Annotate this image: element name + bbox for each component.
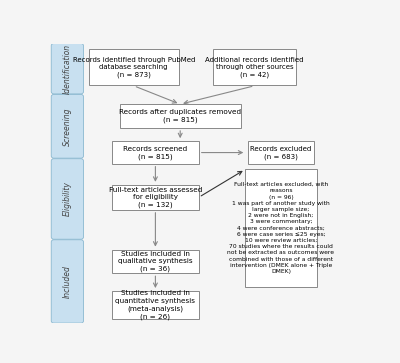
FancyBboxPatch shape bbox=[112, 142, 199, 164]
FancyBboxPatch shape bbox=[112, 250, 199, 273]
FancyBboxPatch shape bbox=[51, 44, 84, 94]
Text: Studies included in
qualitative synthesis
(n = 36): Studies included in qualitative synthesi… bbox=[118, 251, 193, 272]
Text: Screening: Screening bbox=[63, 107, 72, 146]
Text: Records after duplicates removed
(n = 815): Records after duplicates removed (n = 81… bbox=[119, 109, 241, 123]
Text: Eligibility: Eligibility bbox=[63, 182, 72, 216]
FancyBboxPatch shape bbox=[213, 49, 296, 85]
FancyBboxPatch shape bbox=[112, 291, 199, 319]
FancyBboxPatch shape bbox=[248, 142, 314, 164]
Text: Full-text articles assessed
for eligibility
(n = 132): Full-text articles assessed for eligibil… bbox=[109, 187, 202, 208]
FancyBboxPatch shape bbox=[51, 159, 84, 239]
FancyBboxPatch shape bbox=[89, 49, 179, 85]
FancyBboxPatch shape bbox=[112, 185, 199, 210]
Text: Additional records identified
through other sources
(n = 42): Additional records identified through ot… bbox=[205, 57, 304, 78]
FancyBboxPatch shape bbox=[120, 104, 241, 128]
FancyBboxPatch shape bbox=[51, 240, 84, 323]
FancyBboxPatch shape bbox=[245, 169, 317, 287]
Text: Studies included in
quantitative synthesis
(meta-analysis)
(n = 26): Studies included in quantitative synthes… bbox=[116, 290, 196, 320]
Text: Records excluded
(n = 683): Records excluded (n = 683) bbox=[250, 146, 312, 160]
FancyBboxPatch shape bbox=[51, 94, 84, 158]
Text: Records identified through PubMed
database searching
(n = 873): Records identified through PubMed databa… bbox=[72, 57, 195, 78]
Text: Full-text articles excluded, with
reasons
(n = 96)
1 was part of another study w: Full-text articles excluded, with reason… bbox=[228, 182, 334, 274]
Text: Records screened
(n = 815): Records screened (n = 815) bbox=[123, 146, 188, 160]
Text: Included: Included bbox=[63, 265, 72, 298]
Text: Identification: Identification bbox=[63, 44, 72, 94]
